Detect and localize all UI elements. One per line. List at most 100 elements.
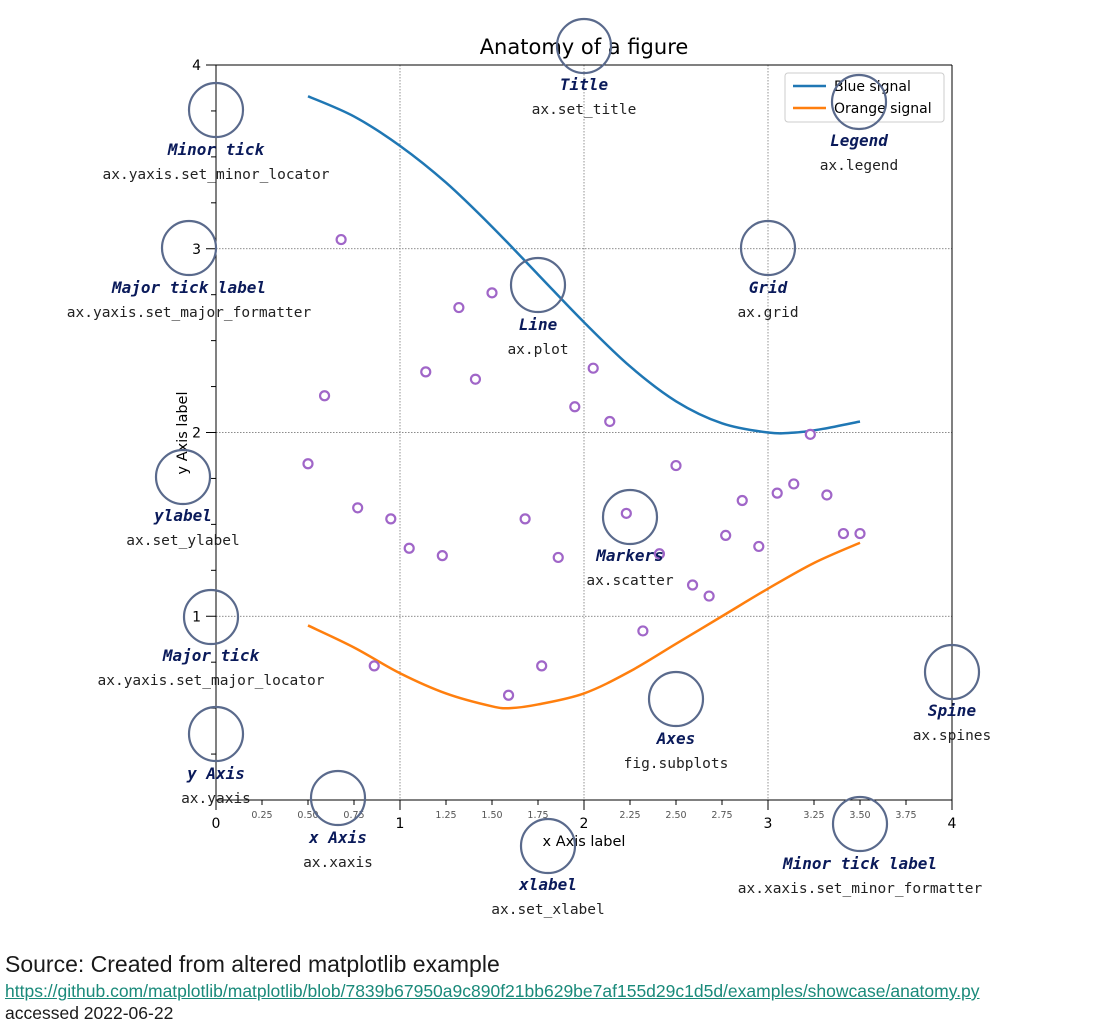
scatter-marker [486,287,498,299]
scatter-marker [620,507,632,519]
scatter-marker [854,527,866,540]
annotation-minor-tick-label: Minor tick label ax.xaxis.set_minor_forma… [738,795,983,897]
x-minor-tick-label: 1.50 [481,810,502,821]
x-major-tick-label: 1 [396,816,405,832]
annotation-y-axis: y Axis ax.yaxis [181,705,251,807]
annotation-code: ax.yaxis [181,791,251,807]
annotation-code: ax.scatter [586,573,674,589]
annotation-grid: Grid ax.grid [737,219,799,321]
scatter-marker [637,625,649,637]
annotation-code: ax.grid [737,305,798,321]
scatter-marker [318,390,331,402]
annotation-x-axis: x Axis ax.xaxis [303,769,373,871]
y-major-tick-label: 2 [192,426,201,442]
annotation-title: xlabel [518,875,577,894]
annotation-markers: Markers ax.scatter [586,488,674,589]
annotation-spine: Spine ax.spines [913,643,992,744]
annotation-title: Axes [656,729,696,748]
annotation-circle [182,588,240,646]
annotation-circle [509,256,567,314]
annotation-legend: Legend ax.legend [820,73,899,174]
annotation-circle [519,817,577,875]
annotation-title: Minor tick [167,140,266,159]
x-minor-tick-label: 2.75 [711,810,732,821]
annotations: Title ax.set_title Legend ax.legend Minor ti… [67,17,992,918]
y-major-tick-label: 3 [192,242,201,258]
scatter-marker [804,428,816,440]
scatter-marker [436,550,448,562]
annotation-title: Markers [595,546,663,565]
x-minor-tick-label: 3.50 [849,810,870,821]
scatter-marker [453,301,465,314]
annotation-code: ax.plot [507,342,568,358]
scatter-marker [403,542,415,554]
annotation-title: Major tick [162,646,261,665]
scatter-marker [653,548,666,560]
annotation-code: ax.spines [913,728,992,744]
annotation-circle [647,670,705,728]
x-minor-tick-label: 3.75 [895,810,916,821]
scatter-marker [703,590,715,602]
scatter-marker [720,529,732,542]
axis-ticks: 0 1 2 3 4 0.25 0.50 0.75 1.25 1.50 1.75 2.25 2.50 2.7… [192,58,956,832]
annotation-code: ax.legend [820,158,899,174]
annotation-line: Line ax.plot [507,256,569,358]
annotation-circle [309,769,367,827]
annotation-title: y Axis [186,764,245,783]
annotation-code: ax.yaxis.set_minor_locator [103,167,330,183]
source-link[interactable]: https://github.com/matplotlib/matplotlib… [5,981,980,1001]
annotation-title: Title [560,75,609,94]
y-axis-label: y Axis label [175,392,191,475]
x-minor-tick-label: 1.75 [527,810,548,821]
annotation-ylabel: ylabel ax.set_ylabel [126,448,240,549]
blue-signal-line [307,95,861,435]
scatter-marker [368,660,380,672]
x-minor-tick-label: 0.50 [297,810,318,821]
plot-series [302,95,866,710]
annotation-title: Spine [928,701,977,720]
legend-label-orange: Orange signal [834,101,932,117]
annotation-title: Line [519,315,558,334]
annotation-circle [923,643,981,701]
x-major-tick-label: 3 [764,816,773,832]
scatter-marker [753,540,765,553]
x-minor-tick-label: 0.75 [343,810,364,821]
x-minor-tick-label: 2.50 [665,810,686,821]
anatomy-figure: Anatomy of a figure 0 1 2 3 4 0.25 0.50 0.75 1.2… [67,17,992,918]
annotation-title: Minor tick label [782,854,937,873]
annotation-code: ax.yaxis.set_major_formatter [67,305,312,321]
annotation-title: Legend [830,131,888,150]
y-major-tick-label: 4 [192,58,201,74]
x-minor-tick-label: 1.25 [435,810,456,821]
source-accessed-date: accessed 2022-06-22 [5,1003,174,1023]
scatter-marker [587,362,599,374]
x-major-tick-label: 4 [948,816,957,832]
scatter-marker [469,373,482,385]
scatter-marker [335,233,347,246]
annotation-circle [187,705,245,763]
annotation-major-tick-label: Major tick label ax.yaxis.set_major_forma… [67,219,312,321]
annotation-axes: Axes fig.subplots [624,670,728,772]
x-axis-label: x Axis label [543,834,626,850]
annotation-code: ax.xaxis [303,855,373,871]
annotation-title: Major tick label [111,278,266,297]
annotation-title: Grid [749,278,788,297]
annotation-circle [187,81,245,139]
annotation-circle [831,795,889,853]
orange-signal-line [307,541,861,710]
annotation-xlabel: xlabel ax.set_xlabel [491,817,605,918]
scatter-marker [552,551,564,564]
scatter-marker [686,579,699,591]
legend-label-blue: Blue signal [834,79,911,95]
scatter-marker [420,366,432,378]
annotation-title: ylabel [153,506,212,525]
annotation-code: ax.set_ylabel [126,533,240,549]
annotation-code: ax.xaxis.set_minor_formatter [738,881,983,897]
scatter-marker [771,487,783,499]
scatter-marker [837,527,850,540]
annotation-minor-tick: Minor tick ax.yaxis.set_minor_locator [103,81,330,183]
annotation-code: ax.yaxis.set_major_locator [98,673,325,689]
figure-title: Anatomy of a figure [480,35,689,59]
annotation-code: ax.set_xlabel [491,902,605,918]
scatter-marker [502,689,515,701]
